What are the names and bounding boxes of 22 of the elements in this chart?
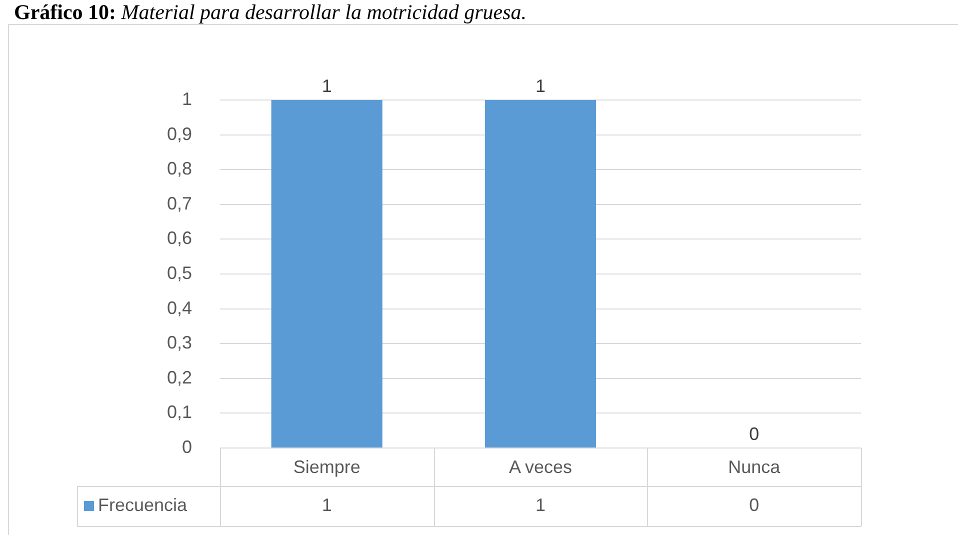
x-tick-label: A veces: [508, 456, 572, 477]
y-tick-label: 0,1: [166, 402, 192, 422]
annotation: 1: [535, 76, 546, 96]
y-tick-label: 0: [182, 436, 192, 457]
y-tick-label: 0,7: [166, 193, 192, 214]
y-tick-label: 0,3: [166, 332, 192, 353]
y-tick-label: 1: [182, 88, 192, 109]
data-label: 1: [535, 494, 546, 515]
y-tick-label: 0,6: [166, 228, 192, 248]
y-tick-label: 0,9: [166, 124, 192, 144]
y-tick-label: 0,5: [166, 262, 192, 283]
y-tick-label: 0,4: [166, 298, 192, 318]
annotation: 0: [749, 424, 760, 444]
annotation: 1: [322, 76, 332, 96]
data-label: 0: [749, 494, 760, 515]
y-tick-label: 0,8: [166, 158, 192, 179]
y-tick-label: 0,2: [166, 367, 192, 388]
x-tick-label: Nunca: [728, 456, 782, 477]
chart-title: Gráfico 10: Material para desarrollar la motricidad gruesa.: [14, 0, 527, 24]
data-label: 1: [322, 494, 332, 515]
legend-label: Frecuencia: [98, 494, 188, 515]
x-tick-label: Siempre: [293, 456, 360, 477]
